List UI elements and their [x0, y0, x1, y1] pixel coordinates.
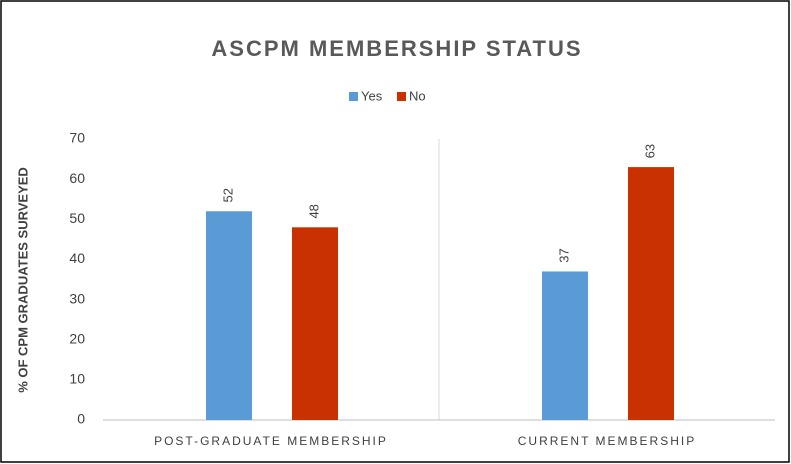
- x-tick-label: POST-GRADUATE MEMBERSHIP: [154, 434, 388, 448]
- data-label: 37: [556, 248, 571, 262]
- bar: [292, 227, 338, 420]
- data-label: 52: [220, 188, 235, 202]
- y-tick-label: 70: [69, 130, 85, 146]
- legend-label: Yes: [361, 88, 383, 103]
- legend-swatch: [397, 92, 406, 101]
- bar: [542, 271, 588, 420]
- y-axis-label: % OF CPM GRADUATES SURVEYED: [15, 167, 30, 393]
- data-label: 48: [306, 204, 321, 218]
- x-tick-label: CURRENT MEMBERSHIP: [518, 434, 696, 448]
- y-tick-label: 40: [69, 250, 85, 266]
- chart-title: ASCPM MEMBERSHIP STATUS: [211, 36, 582, 61]
- bar: [206, 211, 252, 420]
- legend-label: No: [409, 88, 426, 103]
- legend-swatch: [349, 92, 358, 101]
- y-tick-label: 50: [69, 210, 85, 226]
- y-tick-label: 30: [69, 290, 85, 306]
- y-tick-label: 60: [69, 170, 85, 186]
- y-tick-label: 20: [69, 330, 85, 346]
- y-tick-label: 0: [77, 411, 85, 427]
- bar: [628, 167, 674, 420]
- data-label: 63: [642, 144, 657, 158]
- y-tick-label: 10: [69, 371, 85, 387]
